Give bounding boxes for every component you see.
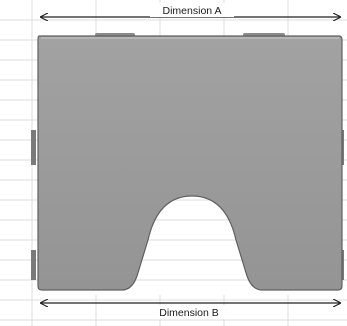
- dimension-b-arrow: Dimension B: [41, 303, 340, 319]
- plate-body: [37, 35, 343, 291]
- plate-left-edge: [31, 130, 36, 165]
- plate-left-tab: [31, 250, 36, 280]
- dimension-b-label: Dimension B: [159, 307, 219, 319]
- dimension-a-label: Dimension A: [163, 5, 222, 17]
- dimension-a-arrow: Dimension A: [41, 3, 340, 17]
